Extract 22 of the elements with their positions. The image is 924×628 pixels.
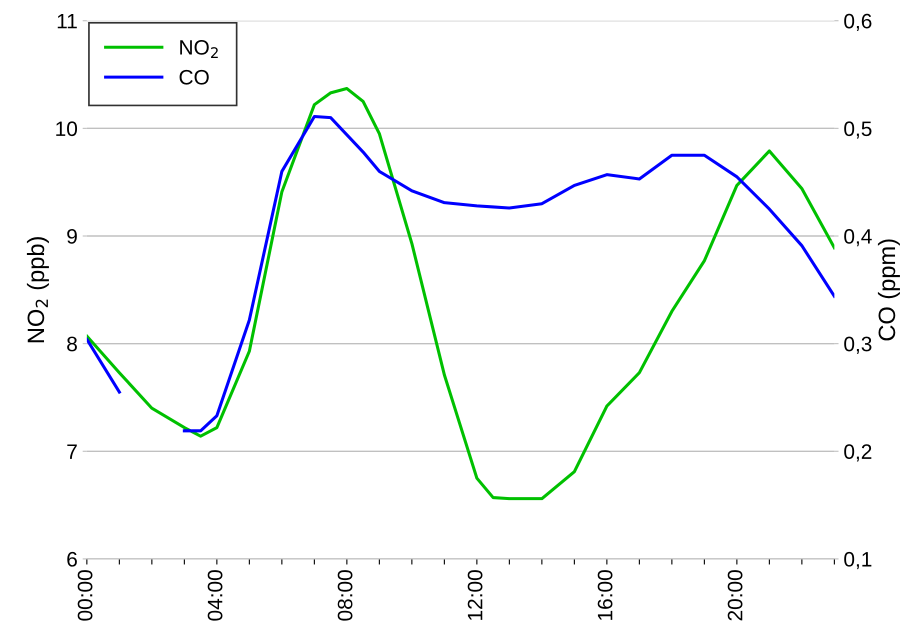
y-tick-label: 11 <box>58 14 77 28</box>
y2-tick-label: 0,5 <box>844 121 872 139</box>
y-tick-label: 10 <box>56 121 78 136</box>
y2-tick-label: 0,3 <box>844 336 872 354</box>
y-axis-title: NO$_{2}$ (ppb) <box>26 237 49 342</box>
x-tick-label: 00:00 <box>78 570 92 621</box>
legend-label: NO$_{2}$ <box>180 40 218 58</box>
y-tick-label: 7 <box>67 444 77 459</box>
x-tick-label: 04:00 <box>208 570 222 621</box>
x-tick-label: 16:00 <box>598 570 612 620</box>
legend-label: CO <box>180 70 209 85</box>
y-tick-label: 6 <box>67 552 77 567</box>
y-tick-label: 9 <box>67 229 77 244</box>
y2-tick-label: 0,2 <box>844 444 872 462</box>
y2-tick-label: 0,4 <box>844 229 872 246</box>
y2-axis-title: CO (ppm) <box>878 239 900 340</box>
y2-tick-label: 0,6 <box>844 14 872 31</box>
x-tick-label: 08:00 <box>338 570 352 621</box>
y-tick-label: 8 <box>67 336 77 352</box>
y2-tick-label: 0,1 <box>844 552 872 570</box>
x-tick-label: 12:00 <box>468 570 482 620</box>
x-tick-label: 20:00 <box>728 570 742 620</box>
